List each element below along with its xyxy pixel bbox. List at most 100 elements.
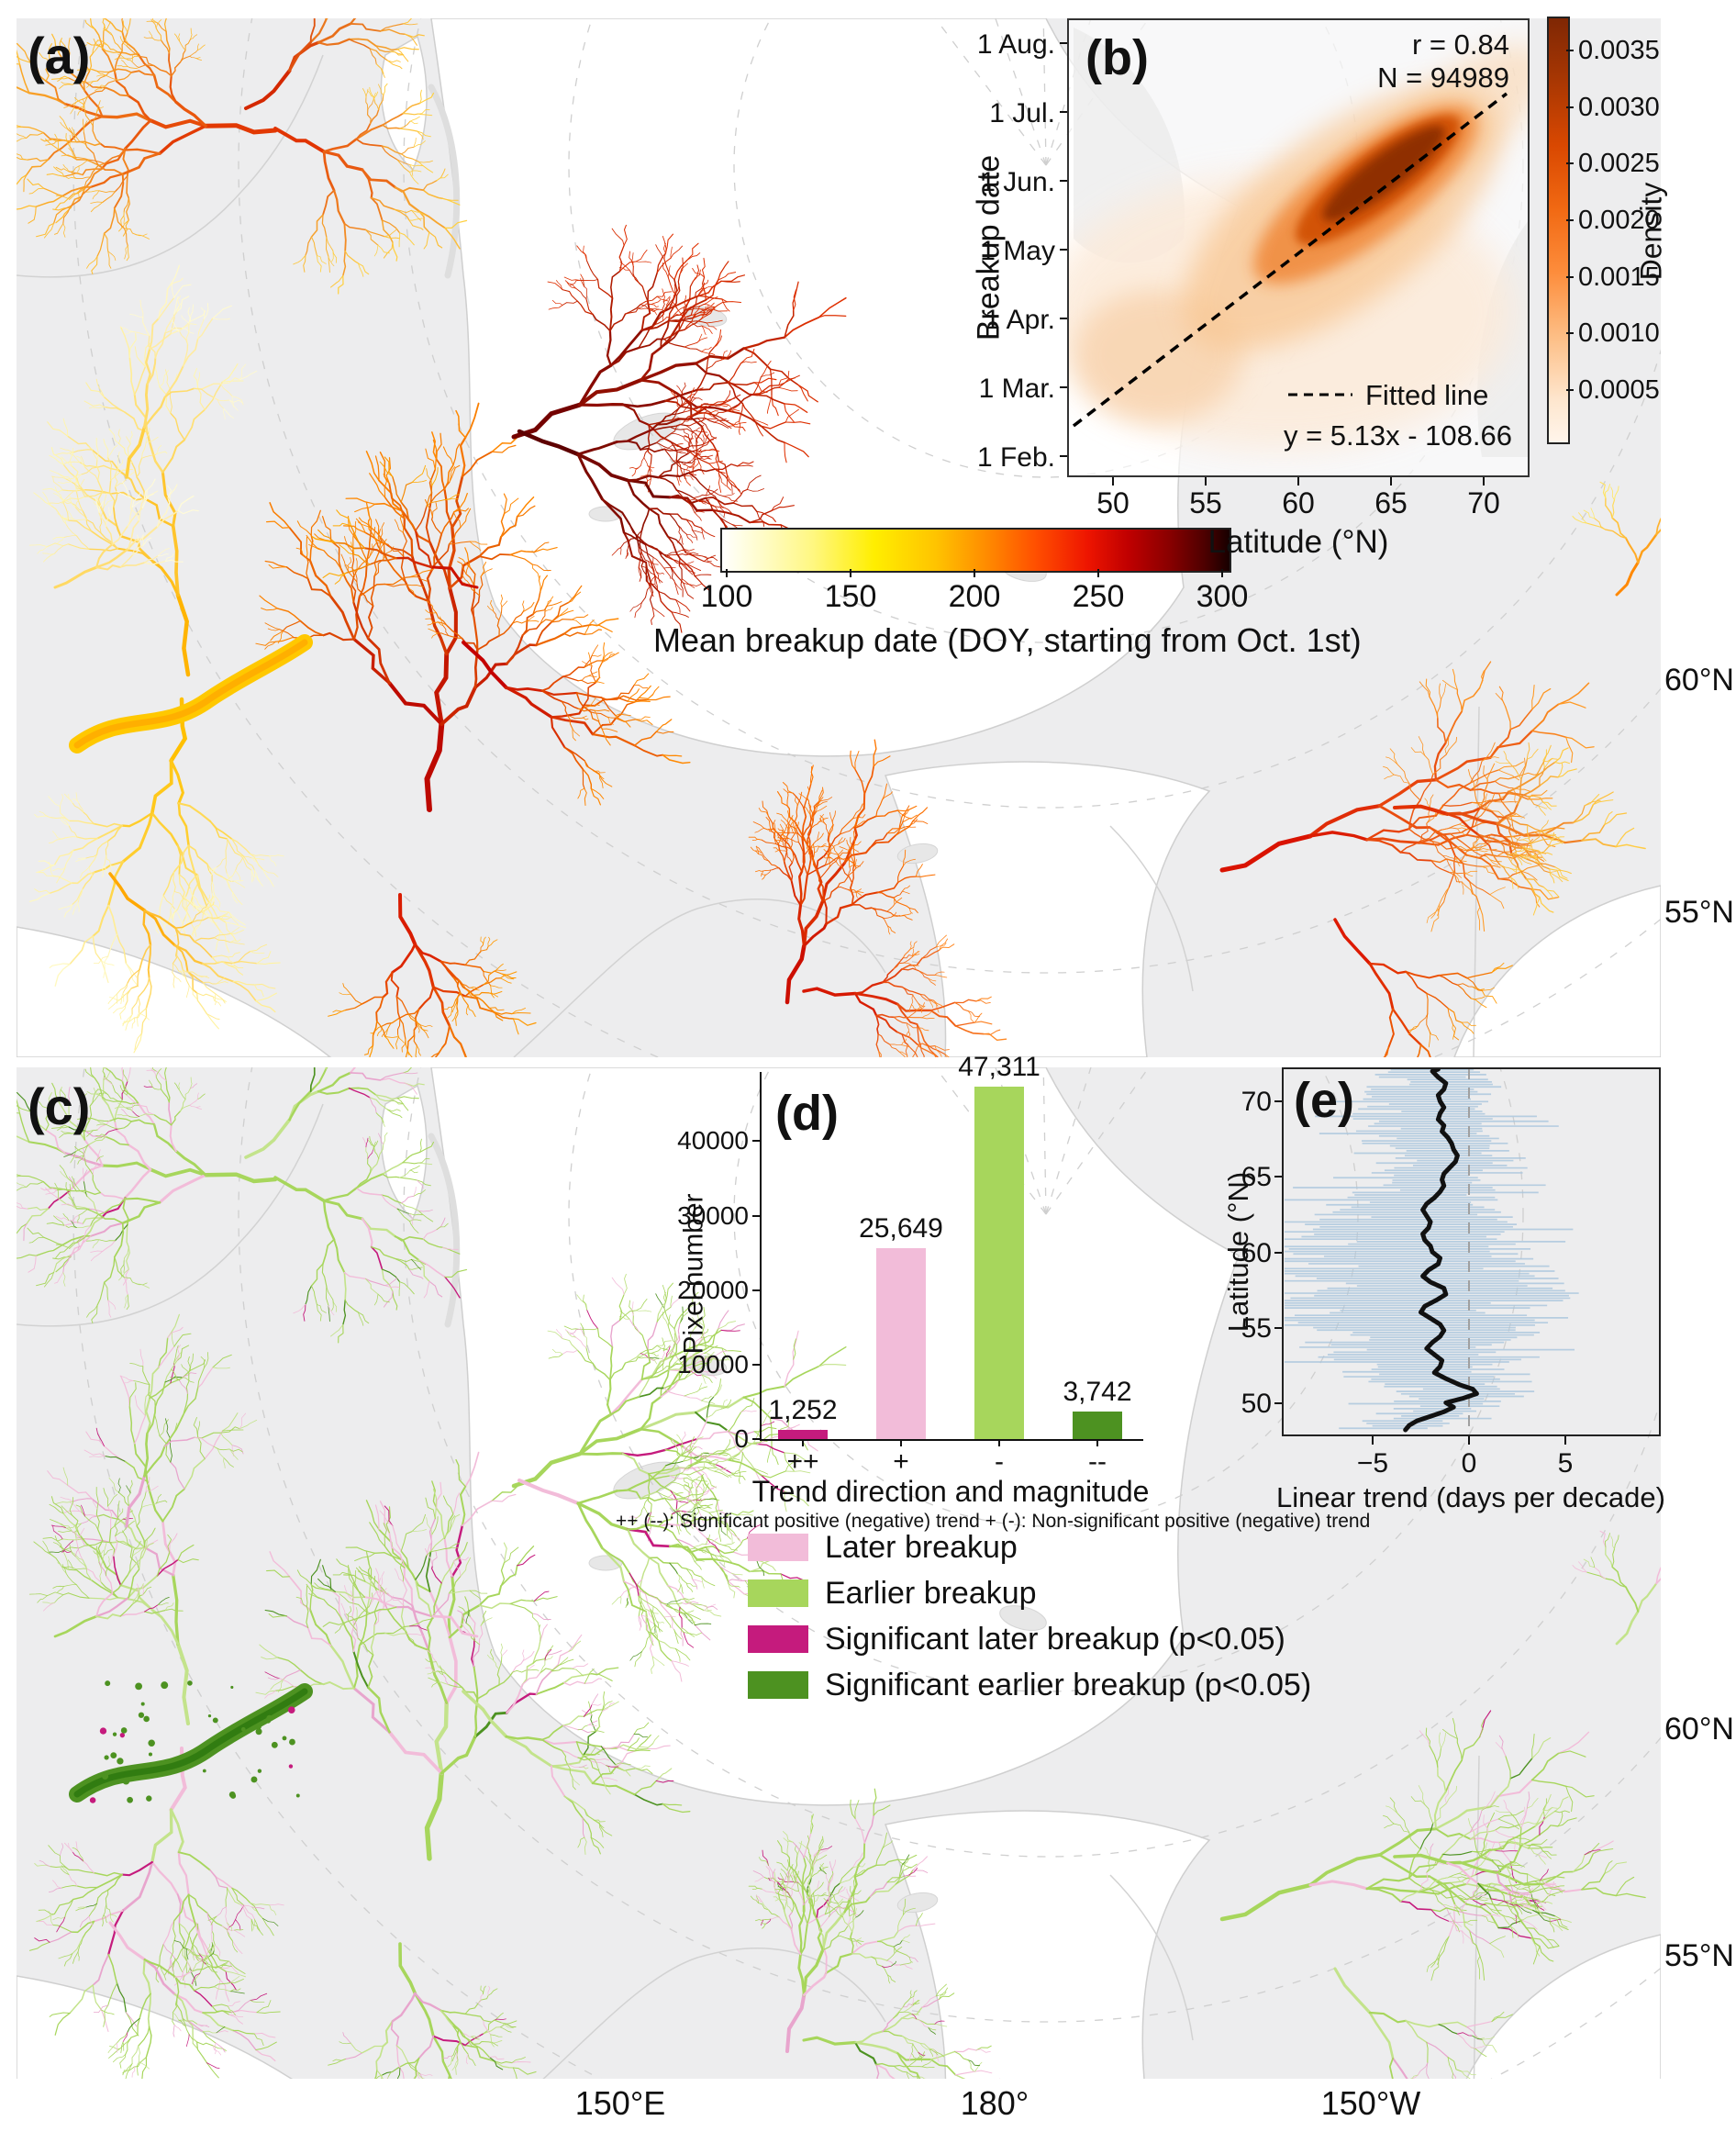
tickmark xyxy=(1274,1100,1282,1102)
panel-e-xtick: −5 xyxy=(1356,1448,1389,1479)
tickmark xyxy=(752,1215,760,1217)
bar-category-label: + xyxy=(893,1446,909,1477)
colorbar-b-label: Density xyxy=(1634,182,1668,281)
colorbar-a-tickmark xyxy=(1221,569,1223,577)
panel-e-label: (e) xyxy=(1294,1073,1354,1128)
tickmark xyxy=(1274,1176,1282,1178)
panel-b-ytick: 1 Apr. xyxy=(985,305,1055,335)
tickmark xyxy=(1060,249,1067,251)
legend-label: Significant later breakup (p<0.05) xyxy=(825,1621,1285,1657)
panel-d-footnote: ++ (--): Significant positive (negative)… xyxy=(616,1511,1371,1532)
bar-category-label: - xyxy=(995,1446,1004,1477)
panel-a-lat-60: 60°N xyxy=(1664,663,1734,698)
tickmark xyxy=(1566,50,1574,51)
tickmark xyxy=(1060,455,1067,457)
tickmark xyxy=(1274,1252,1282,1254)
panel-d-ytick: 10000 xyxy=(677,1350,749,1378)
tickmark xyxy=(998,1439,1000,1446)
tickmark xyxy=(802,1439,804,1446)
tickmark xyxy=(1566,106,1574,108)
legend-label: Later breakup xyxy=(825,1529,1018,1565)
tickmark xyxy=(1566,219,1574,221)
bar-value-label: 1,252 xyxy=(768,1394,838,1425)
tickmark xyxy=(1060,180,1067,182)
panel-b-ytick: 1 Jul. xyxy=(989,98,1055,128)
tickmark xyxy=(1297,477,1299,486)
tickmark xyxy=(1274,1327,1282,1329)
panel-e-xtick: 5 xyxy=(1557,1448,1574,1479)
colorbar-a-tick: 300 xyxy=(1196,579,1249,614)
colorbar-a-tick: 100 xyxy=(700,579,753,614)
legend-item: Significant earlier breakup (p<0.05) xyxy=(748,1668,1311,1702)
panel-e-ytick: 50 xyxy=(1241,1389,1272,1419)
panel-b-xtick: 65 xyxy=(1374,486,1408,519)
panel-c-label: (c) xyxy=(28,1077,91,1135)
tickmark xyxy=(1390,477,1392,486)
panel-b-ylabel: Breakup date xyxy=(971,154,1007,341)
panel-b-xtick: 55 xyxy=(1189,486,1222,519)
panel-c-legend: Later breakup Earlier breakup Significant … xyxy=(748,1530,1311,1717)
tickmark xyxy=(1060,42,1067,44)
panel-d-label: (d) xyxy=(775,1086,839,1141)
lon-label-150e: 150°E xyxy=(574,2084,666,2122)
panel-e-xtick: 0 xyxy=(1461,1448,1477,1479)
panel-b-n-value: N = 94989 xyxy=(1377,61,1509,94)
panel-d-ylabel: Pixel number xyxy=(678,1193,709,1355)
bar-value-label: 3,742 xyxy=(1063,1376,1132,1407)
panel-e-ytick: 70 xyxy=(1241,1087,1272,1117)
panel-d-ytick: 40000 xyxy=(677,1126,749,1155)
tickmark xyxy=(1112,477,1114,486)
panel-e-xlabel: Linear trend (days per decade) xyxy=(1276,1481,1665,1513)
tickmark xyxy=(900,1439,902,1446)
tickmark xyxy=(1060,111,1067,113)
colorbar-a-tickmark xyxy=(850,569,851,577)
panel-d-xlabel: Trend direction and magnitude xyxy=(751,1475,1150,1508)
tickmark xyxy=(752,1289,760,1291)
lon-label-150w: 150°W xyxy=(1320,2084,1421,2122)
legend-label: Significant earlier breakup (p<0.05) xyxy=(825,1667,1312,1702)
bar-- xyxy=(974,1086,1024,1439)
colorbar-b-tick: 0.0025 xyxy=(1578,149,1660,178)
bar-++ xyxy=(778,1429,828,1439)
tickmark xyxy=(752,1438,760,1440)
panel-b-fit-equation: y = 5.13x - 108.66 xyxy=(1283,419,1512,452)
tickmark xyxy=(752,1364,760,1366)
panel-e-ytick: 55 xyxy=(1241,1313,1272,1344)
tickmark xyxy=(1566,332,1574,334)
panel-a-lat-55: 55°N xyxy=(1664,895,1734,930)
tickmark xyxy=(1483,477,1485,486)
panel-b-label: (b) xyxy=(1085,30,1149,85)
panel-b-ytick: 1 May xyxy=(980,236,1055,266)
panel-b-xtick: 60 xyxy=(1282,486,1315,519)
colorbar-a-tick: 250 xyxy=(1072,579,1125,614)
panel-b-xtick: 50 xyxy=(1096,486,1130,519)
tickmark xyxy=(1060,318,1067,319)
panel-c-lat-55: 55°N xyxy=(1664,1938,1734,1973)
panel-b-ytick: 1 Aug. xyxy=(976,29,1055,60)
tickmark xyxy=(1096,1439,1098,1446)
colorbar-a-tick: 200 xyxy=(948,579,1001,614)
bar-+ xyxy=(876,1247,926,1439)
panel-e-ytick: 60 xyxy=(1241,1238,1272,1268)
panel-d-ytick: 20000 xyxy=(677,1276,749,1304)
bar-value-label: 25,649 xyxy=(859,1212,943,1244)
colorbar-a-tickmark xyxy=(974,569,975,577)
colorbar-a-tickmark xyxy=(726,569,728,577)
colorbar-a-tickmark xyxy=(1097,569,1099,577)
panel-c-lat-60: 60°N xyxy=(1664,1712,1734,1747)
panel-b-ytick: 1 Mar. xyxy=(978,374,1055,404)
panel-e-ytick: 65 xyxy=(1241,1162,1272,1192)
colorbar-b-tick: 0.0005 xyxy=(1578,375,1660,405)
panel-a-label: (a) xyxy=(28,27,91,84)
panel-b-ytick: 1 Feb. xyxy=(976,442,1055,473)
panel-b-frame xyxy=(1067,18,1530,477)
bar-category-label: ++ xyxy=(786,1446,819,1477)
tickmark xyxy=(1372,1436,1374,1445)
breakup-date-colorbar xyxy=(720,528,1231,573)
colorbar-b-tick: 0.0020 xyxy=(1578,206,1660,235)
tickmark xyxy=(1060,386,1067,388)
panel-b-fitted-line-label: Fitted line xyxy=(1365,379,1489,411)
panel-b-r-value: r = 0.84 xyxy=(1412,28,1509,61)
colorbar-a-label: Mean breakup date (DOY, starting from Oc… xyxy=(653,621,1362,659)
